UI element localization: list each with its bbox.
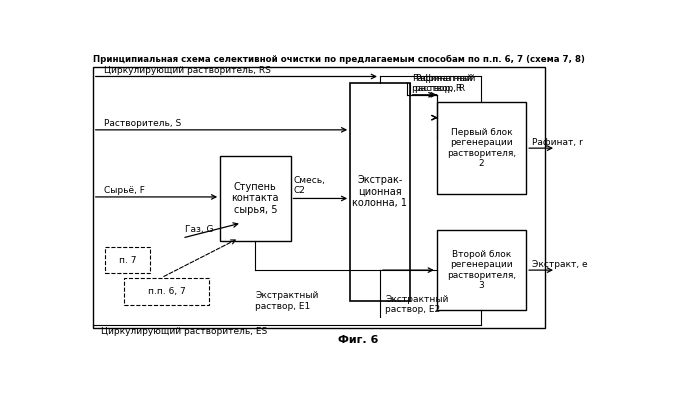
Text: Сырьё, F: Сырьё, F (103, 187, 145, 195)
Text: п. 7: п. 7 (119, 256, 136, 265)
Text: Экстрактный
раствор, E1: Экстрактный раствор, E1 (255, 291, 319, 311)
Text: Экстрактный
раствор, E2: Экстрактный раствор, E2 (385, 295, 449, 314)
Bar (437, 230, 526, 310)
Bar (93, 67, 545, 328)
Text: Смесь,
С2: Смесь, С2 (294, 176, 325, 195)
Text: Первый блок
регенерации
растворителя,
2: Первый блок регенерации растворителя, 2 (447, 128, 516, 168)
Bar (350, 83, 410, 301)
Text: Экстрак-
ционная
колонна, 1: Экстрак- ционная колонна, 1 (352, 175, 408, 208)
Text: Рафинатный
раствор, R: Рафинатный раствор, R (415, 74, 475, 93)
Bar (106, 247, 150, 273)
Text: Ступень
контакта
сырья, 5: Ступень контакта сырья, 5 (231, 182, 279, 215)
Text: Экстракт, е: Экстракт, е (532, 260, 587, 268)
Text: Второй блок
регенерации
растворителя,
3: Второй блок регенерации растворителя, 3 (447, 250, 516, 290)
Text: п.п. 6, 7: п.п. 6, 7 (148, 287, 186, 296)
Bar (124, 278, 209, 305)
Text: Растворитель, S: Растворитель, S (103, 119, 181, 128)
Text: Принципиальная схема селективной очистки по предлагаемым способам по п.п. 6, 7 (: Принципиальная схема селективной очистки… (93, 55, 584, 64)
Bar (437, 103, 526, 194)
Text: Рафинатный
раствор, R: Рафинатный раствор, R (412, 74, 473, 93)
Text: Циркулирующий растворитель, RS: Циркулирующий растворитель, RS (103, 66, 271, 75)
Text: Циркулирующий растворитель, ES: Циркулирующий растворитель, ES (101, 327, 267, 335)
Text: Газ, G: Газ, G (185, 225, 213, 234)
Text: Фиг. 6: Фиг. 6 (338, 335, 378, 345)
Text: Рафинат, r: Рафинат, r (532, 138, 582, 147)
Bar (220, 156, 291, 241)
